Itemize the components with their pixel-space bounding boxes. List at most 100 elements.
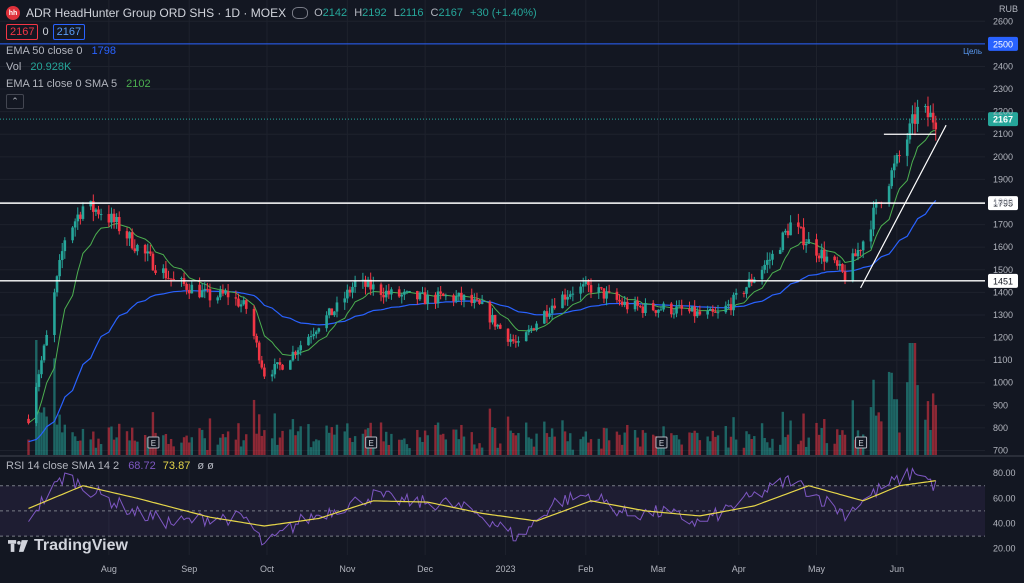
candle-body: [566, 296, 569, 300]
price-tick-label: 1800: [993, 197, 1013, 207]
collapse-legend-button[interactable]: ⌃: [6, 94, 24, 109]
time-tick-label: May: [808, 564, 826, 574]
candle-body: [252, 308, 256, 336]
candle-body: [708, 308, 712, 311]
volume-bar: [200, 429, 204, 455]
candle-body: [270, 374, 274, 377]
candle-body: [924, 106, 927, 108]
candle-body: [460, 292, 463, 301]
candle-body: [659, 309, 663, 311]
volume-bar: [641, 430, 645, 455]
candle-body: [672, 313, 676, 315]
candle-body: [281, 364, 284, 370]
volume-bar: [130, 427, 134, 455]
bid-ask-boxes[interactable]: 2167 0 2167: [6, 24, 86, 40]
volume-bar: [99, 444, 103, 455]
symbol-legend[interactable]: hh ADR HeadHunter Group ORD SHS · 1D · M…: [6, 6, 541, 20]
candle-body: [745, 287, 748, 294]
candle-body: [348, 289, 352, 293]
volume-bar: [563, 431, 567, 455]
rsi-legend[interactable]: RSI 14 close SMA 14 2 68.72 73.87 ø ø: [6, 460, 214, 472]
symbol-title[interactable]: ADR HeadHunter Group ORD SHS · 1D · MOEX: [26, 6, 287, 20]
volume-bar: [416, 429, 419, 455]
candle-body: [838, 264, 842, 266]
time-tick-label: Sep: [181, 564, 197, 574]
candle-body: [742, 293, 746, 295]
candle-body: [929, 112, 932, 118]
candle-body: [470, 294, 474, 303]
volume-bar: [289, 429, 292, 455]
candle-body: [149, 251, 152, 254]
volume-bar: [133, 440, 136, 455]
candle-body: [242, 300, 245, 305]
candle-body: [27, 418, 30, 424]
volume-legend[interactable]: Vol 20.928K: [6, 61, 72, 73]
volume-bar: [587, 442, 590, 455]
candle-body: [42, 345, 46, 361]
candle-body: [387, 290, 391, 295]
volume-bar: [379, 422, 383, 455]
candle-body: [789, 222, 792, 236]
volume-bar: [439, 434, 442, 455]
volume-bar: [566, 441, 569, 455]
volume-bar: [361, 433, 365, 455]
candle-body: [94, 209, 98, 212]
volume-bar: [872, 379, 875, 455]
bid-price[interactable]: 2167: [6, 24, 39, 40]
candle-body: [353, 280, 357, 287]
price-tick-label: 900: [993, 400, 1008, 410]
volume-bar: [333, 434, 336, 455]
volume-bar: [825, 443, 829, 455]
volume-bar: [418, 437, 422, 455]
volume-bar: [908, 343, 912, 455]
volume-bar: [890, 372, 893, 455]
volume-bar: [444, 439, 448, 455]
ask-price[interactable]: 2167: [52, 24, 86, 40]
volume-bar: [729, 436, 733, 455]
candle-body: [817, 255, 821, 259]
volume-bar: [351, 442, 354, 455]
volume-bar: [584, 431, 588, 455]
volume-bar: [294, 435, 297, 455]
candle-body: [206, 288, 209, 290]
volume-bar: [478, 443, 481, 455]
volume-bar: [276, 444, 279, 455]
volume-bar: [128, 440, 131, 455]
eye-icon[interactable]: [292, 7, 309, 19]
ema11-legend[interactable]: EMA 11 close 0 SMA 5 2102: [6, 78, 151, 90]
candle-body: [514, 341, 518, 343]
volume-bar: [397, 439, 401, 455]
last-price-tag: [988, 112, 1018, 127]
rsi-tick-label: 20.00: [993, 544, 1016, 554]
volume-bar: [706, 436, 709, 455]
volume-bar: [895, 399, 899, 455]
spread: 0: [42, 26, 49, 38]
level-price-label: 2500: [993, 39, 1013, 49]
candle-body: [493, 314, 497, 327]
candle-body: [856, 250, 860, 257]
volume-bar: [499, 443, 502, 455]
candle-body: [333, 311, 336, 316]
volume-bar: [579, 439, 582, 455]
volume-bar: [530, 438, 533, 455]
volume-bar: [348, 437, 352, 455]
volume-bar: [390, 433, 393, 455]
volume-bar: [709, 441, 712, 455]
candle-body: [224, 291, 227, 294]
rsi-tick-label: 80.00: [993, 468, 1016, 478]
volume-bar: [387, 444, 391, 455]
candle-body: [618, 299, 621, 302]
volume-bar: [623, 432, 626, 455]
volume-bar: [880, 421, 883, 455]
volume-bar: [802, 413, 805, 455]
volume-bar: [327, 432, 331, 455]
candle-body: [934, 122, 938, 130]
candle-body: [600, 287, 603, 289]
volume-value: 20.928K: [30, 61, 72, 73]
tradingview-logo[interactable]: TradingView: [8, 537, 128, 555]
volume-bar: [180, 442, 183, 455]
ema50-legend[interactable]: EMA 50 close 0 1798: [6, 45, 116, 57]
candle-body: [107, 214, 111, 223]
level-price-tag: [988, 36, 1018, 51]
